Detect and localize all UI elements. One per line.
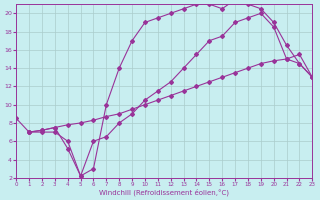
X-axis label: Windchill (Refroidissement éolien,°C): Windchill (Refroidissement éolien,°C) — [99, 188, 229, 196]
